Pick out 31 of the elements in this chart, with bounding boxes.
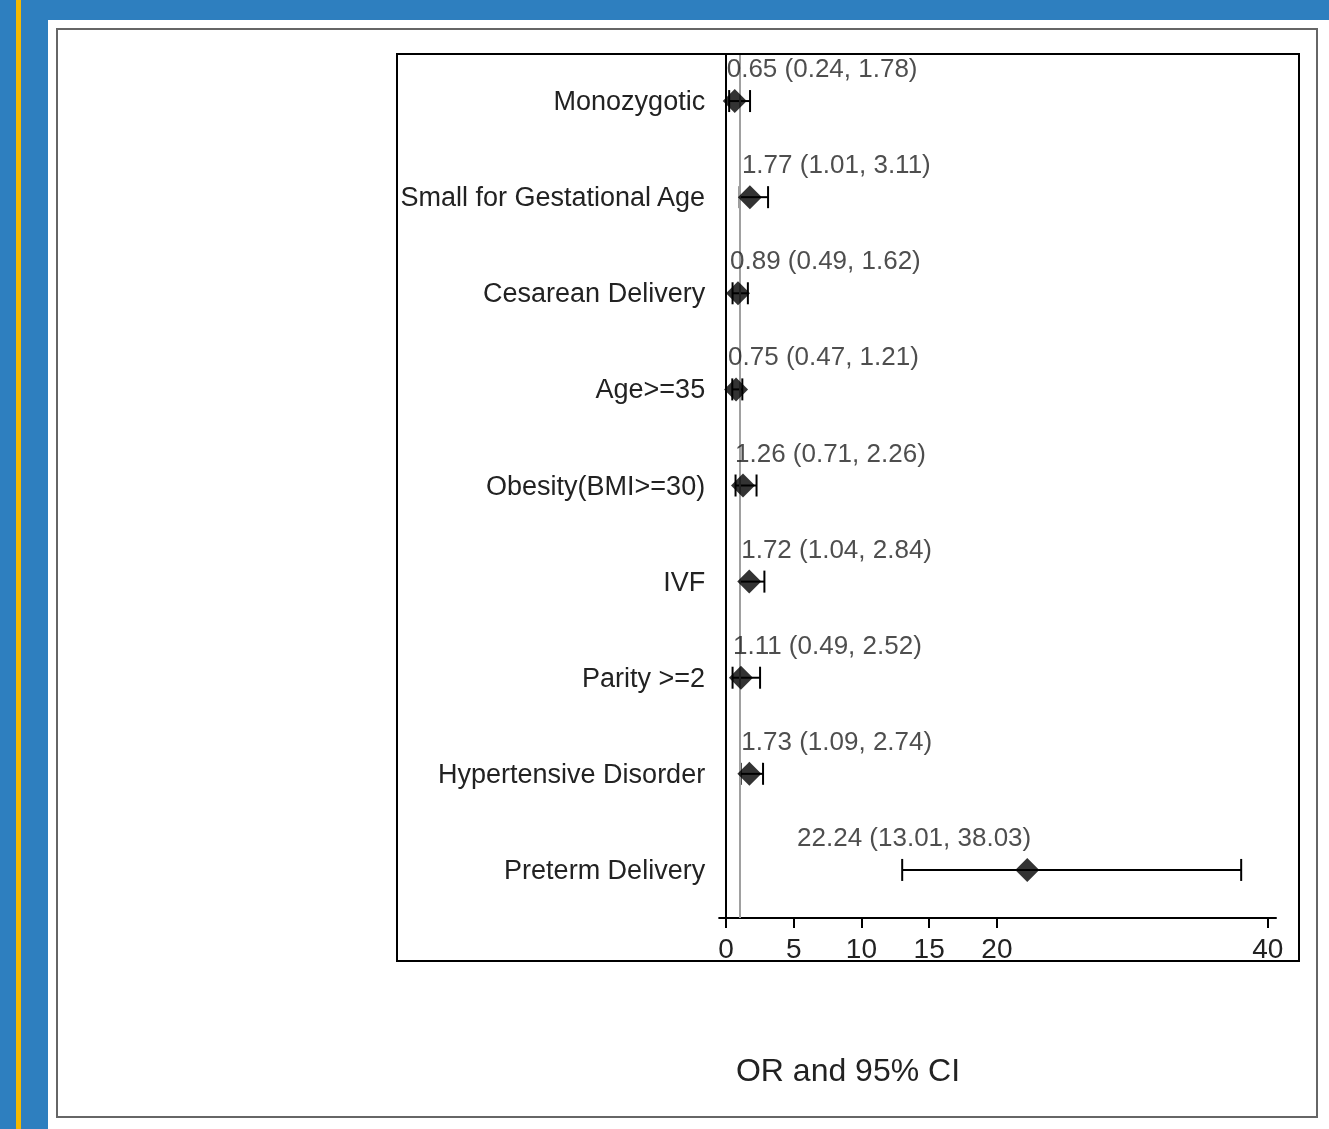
point <box>1015 857 1040 882</box>
point <box>722 89 747 114</box>
data-label: 22.24 (13.01, 38.03) <box>797 821 1032 852</box>
data-label: 0.75 (0.47, 1.21) <box>728 341 919 372</box>
data-label: 1.77 (1.01, 3.11) <box>741 149 931 180</box>
x-axis-title: OR and 95% CI <box>734 1052 962 1089</box>
data-label: 1.11 (0.49, 2.52) <box>732 629 922 660</box>
y-tick-label: Obesity(BMI>=30) <box>486 470 706 501</box>
y-tick-label: Small for Gestational Age <box>400 182 706 213</box>
point <box>724 377 749 402</box>
y-tick-label: Parity >=2 <box>582 662 706 693</box>
y-tick-label: Age>=35 <box>595 374 706 405</box>
y-tick-label: Hypertensive Disorder <box>438 758 706 789</box>
point <box>737 185 762 210</box>
y-tick-label: Monozygotic <box>553 86 706 117</box>
data-label: 0.65 (0.24, 1.78) <box>726 53 918 84</box>
data-label: 1.73 (1.09, 2.74) <box>741 725 933 756</box>
point <box>728 665 753 690</box>
x-tick-label: 10 <box>845 932 877 964</box>
data-label: 1.26 (0.71, 2.26) <box>735 437 926 468</box>
x-tick-label: 15 <box>913 932 945 964</box>
data-label: 0.89 (0.49, 1.62) <box>729 245 921 276</box>
x-tick-label: 20 <box>981 932 1013 964</box>
point <box>725 281 750 306</box>
x-tick-label: 5 <box>785 932 802 964</box>
y-tick-label: Cesarean Delivery <box>483 278 706 309</box>
data-label: 1.72 (1.04, 2.84) <box>741 533 933 564</box>
x-tick-label: 0 <box>718 932 734 964</box>
y-tick-label: IVF <box>663 566 706 597</box>
x-tick-label: 40 <box>1252 932 1284 964</box>
y-tick-label: Preterm Delivery <box>504 854 706 885</box>
